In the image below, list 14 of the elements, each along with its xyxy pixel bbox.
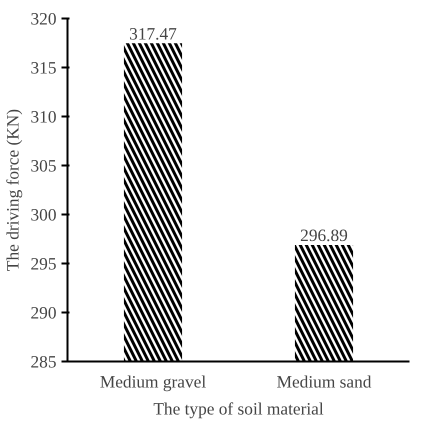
y-tick-label: 295 [30, 254, 57, 274]
data-label: 296.89 [300, 226, 348, 245]
x-tick-label: Medium gravel [100, 372, 206, 392]
y-tick-label: 300 [30, 206, 57, 224]
y-tick-label: 285 [30, 352, 57, 372]
y-tick-label: 320 [30, 10, 57, 28]
data-label: 317.47 [129, 24, 178, 44]
y-tick-label: 290 [30, 304, 57, 322]
y-tick-label: 305 [30, 156, 57, 176]
x-tick-label: Medium sand [276, 372, 372, 392]
y-axis-title: The driving force (KN) [4, 108, 23, 272]
x-axis-title: The type of soil material [153, 400, 324, 418]
y-tick-label: 310 [30, 108, 57, 126]
y-tick-label: 315 [30, 58, 57, 78]
